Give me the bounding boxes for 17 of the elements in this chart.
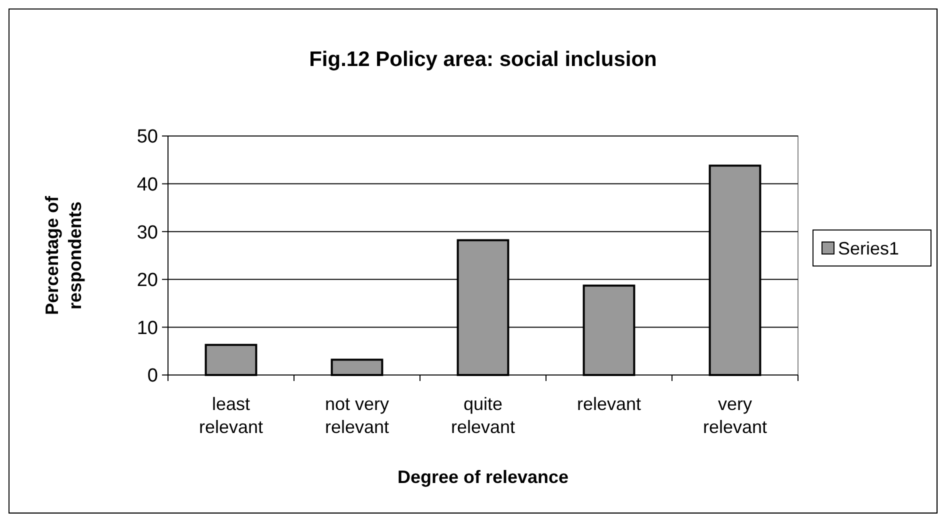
y-tick-label: 20 <box>136 270 158 292</box>
y-tick-label: 0 <box>147 366 158 387</box>
bar <box>204 344 258 376</box>
x-tick-label: least relevant <box>198 394 264 437</box>
bar <box>330 358 384 376</box>
legend-label: Series1 <box>838 238 900 258</box>
x-tick-label: relevant <box>576 394 642 414</box>
y-tick-label: 10 <box>136 318 158 339</box>
x-tick-label: quite relevant <box>450 394 516 437</box>
x-tick-label: very relevant <box>702 394 768 437</box>
y-axis-title: Percentage of respondents <box>42 194 85 316</box>
y-tick-label: 50 <box>136 126 158 148</box>
y-tick-label: 40 <box>136 174 158 196</box>
y-tick-label: 30 <box>136 222 158 244</box>
x-axis-title: Degree of relevance <box>397 467 569 487</box>
chart-title: Fig.12 Policy area: social inclusion <box>309 48 657 71</box>
x-tick-label: not very relevant <box>324 394 390 437</box>
